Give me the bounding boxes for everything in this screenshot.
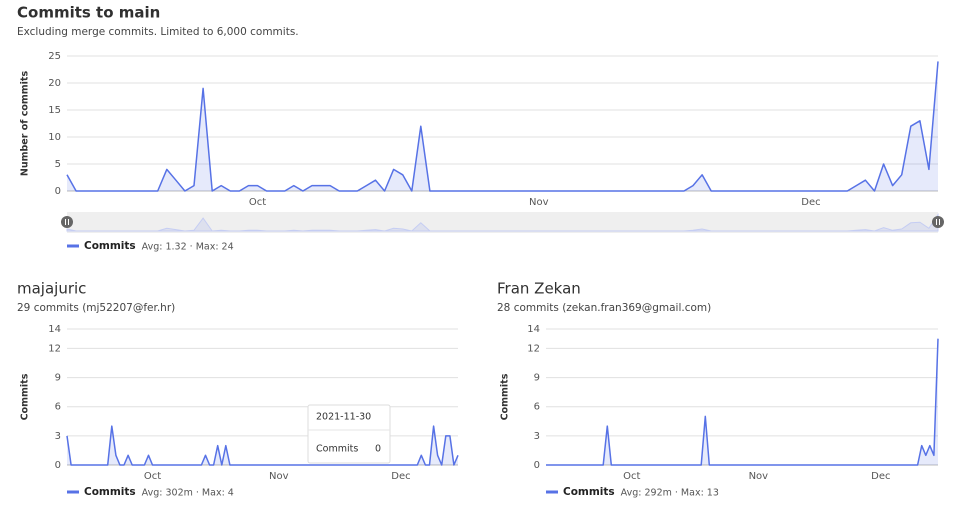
tooltip-label: Commits [316, 444, 358, 455]
range-slider [67, 212, 938, 233]
y-tick-label: 0 [55, 186, 61, 197]
y-tick-label: 0 [55, 460, 61, 471]
x-tick-label: Nov [529, 197, 549, 208]
tooltip-value: 0 [375, 444, 381, 455]
y-tick-label: 15 [48, 105, 61, 116]
series-area [67, 426, 458, 465]
x-tick-label: Nov [269, 471, 289, 482]
y-tick-label: 25 [48, 51, 61, 62]
y-tick-label: 0 [534, 460, 540, 471]
x-tick-label: Dec [871, 471, 890, 482]
y-axis-label: Number of commits [20, 71, 31, 177]
legend-label: Commits [84, 486, 136, 498]
legend-stats: Avg: 292m · Max: 13 [621, 488, 719, 499]
series-line [66, 425, 459, 466]
slider-handle [932, 216, 944, 228]
x-tick-label: Dec [391, 471, 410, 482]
y-tick-label: 5 [55, 159, 61, 170]
tooltip-date: 2021-11-30 [316, 412, 371, 423]
y-tick-label: 12 [527, 343, 540, 354]
legend-label: Commits [84, 240, 136, 252]
series-line [66, 61, 939, 192]
y-tick-label: 20 [48, 78, 61, 89]
tooltip-box [307, 404, 391, 464]
y-tick-label: 3 [534, 431, 540, 442]
y-axis-label: Commits [20, 373, 31, 420]
chart-subtitle: Excluding merge commits. Limited to 6,00… [17, 26, 299, 38]
legend-stats: Avg: 1.32 · Max: 24 [142, 242, 234, 253]
chart-subtitle: 28 commits (zekan.fran369@gmail.com) [497, 302, 711, 314]
slider-area [66, 213, 939, 232]
y-tick-label: 14 [527, 324, 540, 335]
x-tick-label: Oct [144, 471, 161, 482]
legend-stats: Avg: 302m · Max: 4 [142, 488, 234, 499]
chart-title: majajuric [17, 280, 86, 298]
y-tick-label: 12 [48, 343, 61, 354]
y-tick-label: 14 [48, 324, 61, 335]
y-tick-label: 6 [55, 402, 61, 413]
x-tick-label: Nov [749, 471, 769, 482]
y-tick-label: 6 [534, 402, 540, 413]
legend-label: Commits [563, 486, 615, 498]
y-tick-label: 9 [55, 373, 61, 384]
y-axis-label: Commits [500, 373, 511, 420]
series-line [546, 338, 939, 466]
tooltip: 2021-11-30 Commits 0 [307, 404, 391, 464]
y-tick-label: 9 [534, 373, 540, 384]
chart-title: Commits to main [17, 4, 160, 22]
chart-title: Fran Zekan [497, 280, 581, 298]
chart-subtitle: 29 commits (mj52207@fer.hr) [17, 302, 175, 314]
x-tick-label: Oct [249, 197, 266, 208]
x-tick-label: Dec [801, 197, 820, 208]
x-tick-label: Oct [623, 471, 640, 482]
y-tick-label: 3 [55, 431, 61, 442]
slider-handle [61, 216, 73, 228]
series-area [67, 61, 938, 192]
y-tick-label: 10 [48, 132, 61, 143]
